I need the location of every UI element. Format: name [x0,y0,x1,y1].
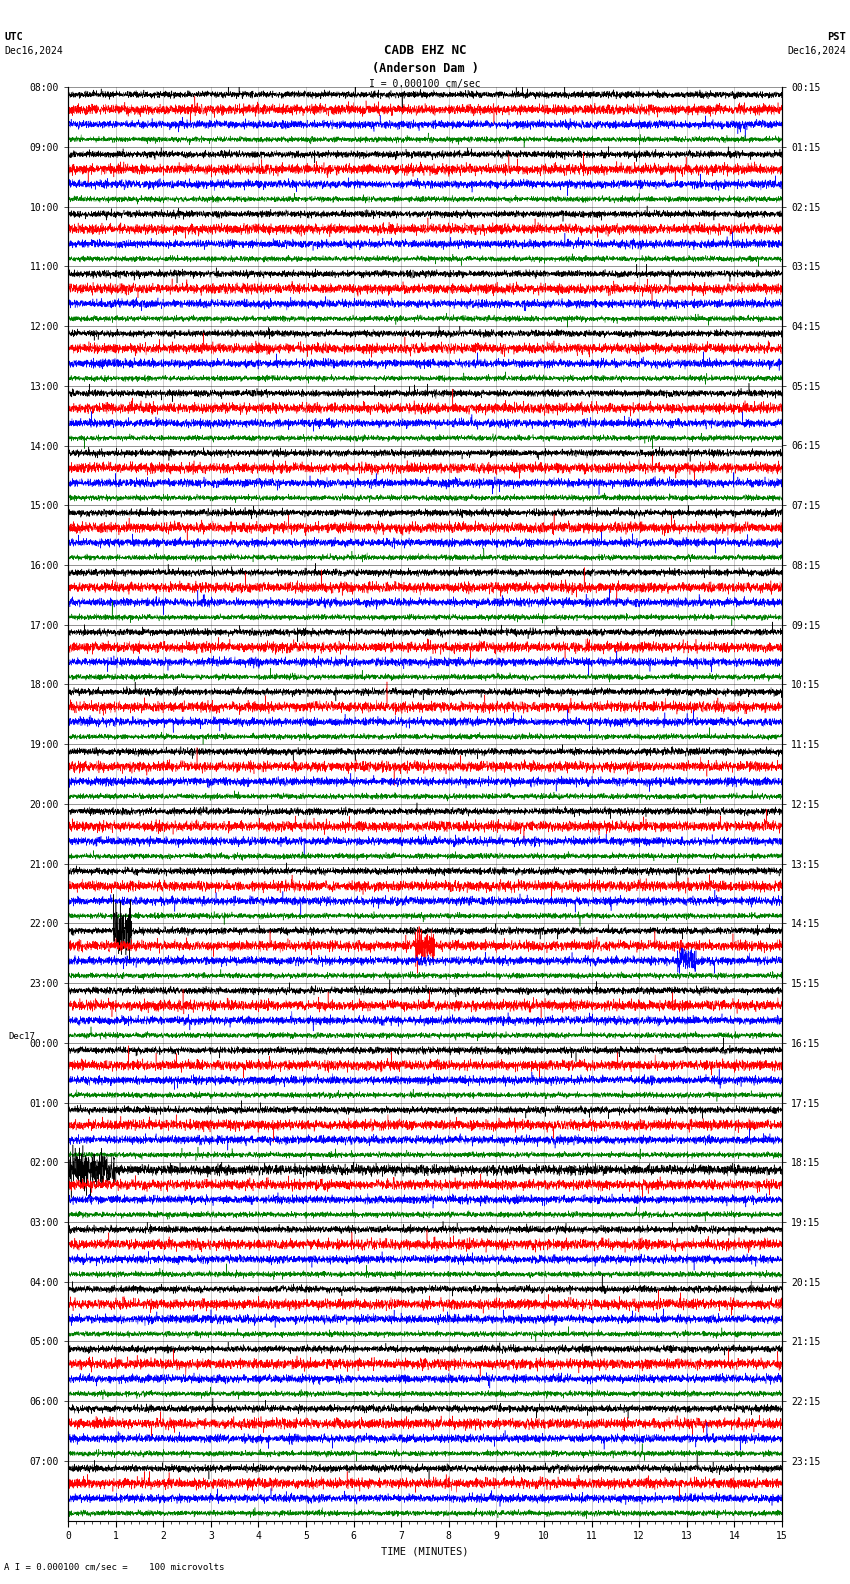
Text: (Anderson Dam ): (Anderson Dam ) [371,62,479,74]
Text: UTC: UTC [4,32,23,41]
X-axis label: TIME (MINUTES): TIME (MINUTES) [382,1546,468,1557]
Text: PST: PST [827,32,846,41]
Text: CADB EHZ NC: CADB EHZ NC [383,44,467,57]
Text: I = 0.000100 cm/sec: I = 0.000100 cm/sec [369,79,481,89]
Text: Dec17: Dec17 [8,1033,36,1041]
Text: Dec16,2024: Dec16,2024 [4,46,63,55]
Text: A I = 0.000100 cm/sec =    100 microvolts: A I = 0.000100 cm/sec = 100 microvolts [4,1562,224,1571]
Text: Dec16,2024: Dec16,2024 [787,46,846,55]
